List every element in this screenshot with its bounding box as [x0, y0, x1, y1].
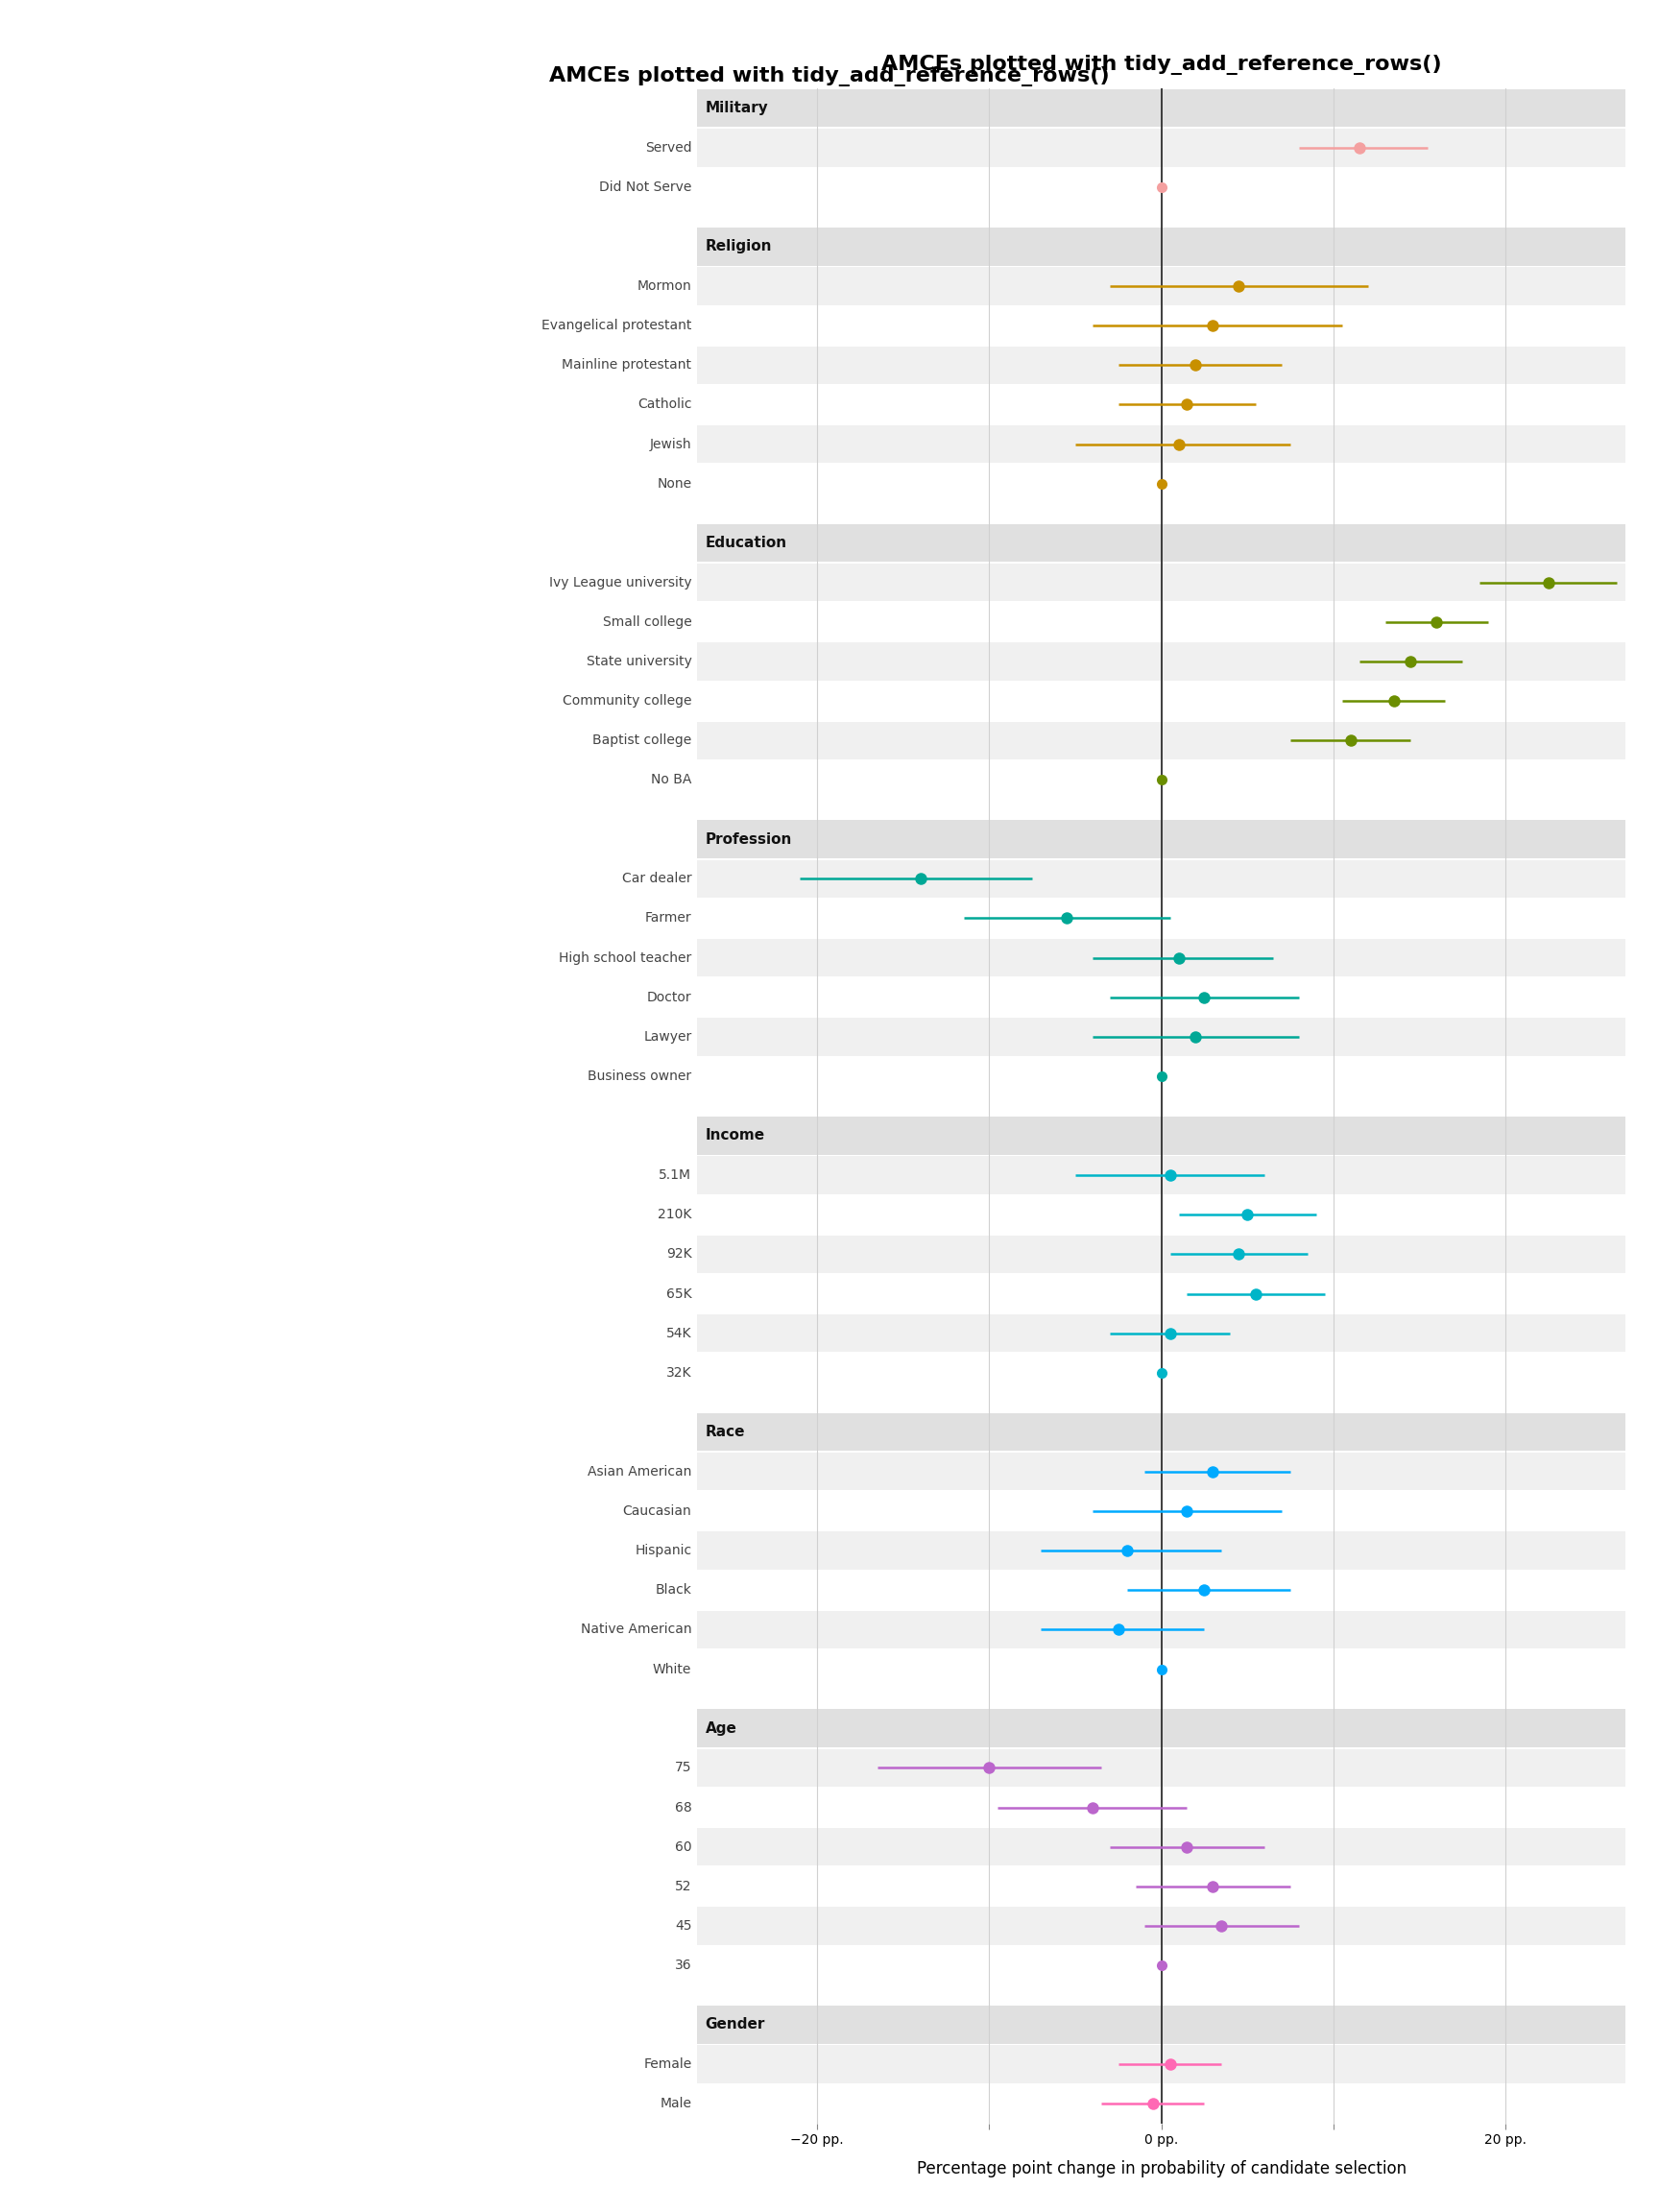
- Text: 75: 75: [675, 1761, 692, 1774]
- Bar: [697, 88, 1626, 128]
- Bar: [697, 307, 1626, 345]
- Bar: [697, 900, 1626, 938]
- Text: Ivy League university: Ivy League university: [549, 575, 692, 588]
- Text: Served: Served: [645, 142, 692, 155]
- Text: None: None: [657, 478, 692, 491]
- Bar: [697, 1354, 1626, 1391]
- Text: 92K: 92K: [665, 1248, 692, 1261]
- Bar: [697, 1827, 1626, 1867]
- Text: Military: Military: [705, 102, 768, 115]
- Bar: [697, 1531, 1626, 1571]
- Bar: [697, 168, 1626, 206]
- X-axis label: Percentage point change in probability of candidate selection: Percentage point change in probability o…: [916, 2161, 1407, 2177]
- Text: State university: State university: [586, 655, 692, 668]
- Text: Education: Education: [705, 535, 786, 551]
- Bar: [697, 345, 1626, 385]
- Text: 52: 52: [675, 1880, 692, 1893]
- Text: Black: Black: [655, 1584, 692, 1597]
- Bar: [697, 978, 1626, 1015]
- Bar: [697, 425, 1626, 462]
- Bar: [697, 1197, 1626, 1234]
- Text: Doctor: Doctor: [647, 991, 692, 1004]
- Bar: [697, 821, 1626, 858]
- Bar: [697, 2006, 1626, 2044]
- Text: Business owner: Business owner: [587, 1071, 692, 1084]
- Text: No BA: No BA: [650, 774, 692, 787]
- Text: Age: Age: [705, 1721, 737, 1736]
- Bar: [697, 1117, 1626, 1155]
- Text: 65K: 65K: [665, 1287, 692, 1301]
- Bar: [697, 1018, 1626, 1055]
- Text: 68: 68: [675, 1801, 692, 1814]
- Text: 32K: 32K: [667, 1367, 692, 1380]
- Text: AMCEs plotted with tidy_add_reference_rows(): AMCEs plotted with tidy_add_reference_ro…: [549, 66, 1110, 86]
- Text: 54K: 54K: [667, 1327, 692, 1340]
- Title: AMCEs plotted with tidy_add_reference_rows(): AMCEs plotted with tidy_add_reference_ro…: [881, 55, 1442, 75]
- Bar: [697, 465, 1626, 502]
- Bar: [697, 1867, 1626, 1905]
- Text: Income: Income: [705, 1128, 765, 1144]
- Bar: [697, 524, 1626, 562]
- Bar: [697, 228, 1626, 265]
- Bar: [697, 761, 1626, 799]
- Text: Community college: Community college: [562, 695, 692, 708]
- Text: Native American: Native American: [581, 1624, 692, 1637]
- Text: Gender: Gender: [705, 2017, 765, 2033]
- Text: Mainline protestant: Mainline protestant: [562, 358, 692, 372]
- Bar: [697, 1947, 1626, 1984]
- Bar: [697, 1413, 1626, 1451]
- Bar: [697, 721, 1626, 759]
- Bar: [697, 860, 1626, 898]
- Bar: [697, 1157, 1626, 1194]
- Text: Race: Race: [705, 1425, 745, 1440]
- Bar: [697, 1314, 1626, 1352]
- Bar: [697, 1571, 1626, 1608]
- Text: Male: Male: [660, 2097, 692, 2110]
- Text: High school teacher: High school teacher: [559, 951, 692, 964]
- Text: Evangelical protestant: Evangelical protestant: [541, 319, 692, 332]
- Text: 5.1M: 5.1M: [659, 1168, 692, 1181]
- Text: Baptist college: Baptist college: [592, 734, 692, 748]
- Bar: [697, 2046, 1626, 2084]
- Bar: [697, 604, 1626, 641]
- Bar: [697, 1750, 1626, 1787]
- Bar: [697, 128, 1626, 166]
- Bar: [697, 1274, 1626, 1312]
- Text: Catholic: Catholic: [637, 398, 692, 411]
- Bar: [697, 1907, 1626, 1944]
- Bar: [697, 641, 1626, 681]
- Bar: [697, 1234, 1626, 1274]
- Bar: [697, 2084, 1626, 2124]
- Text: 45: 45: [675, 1920, 692, 1933]
- Bar: [697, 1650, 1626, 1688]
- Bar: [697, 1493, 1626, 1531]
- Bar: [697, 1710, 1626, 1747]
- Text: 60: 60: [675, 1840, 692, 1854]
- Text: Female: Female: [644, 2057, 692, 2070]
- Bar: [697, 681, 1626, 719]
- Text: Hispanic: Hispanic: [635, 1544, 692, 1557]
- Bar: [697, 1790, 1626, 1827]
- Text: Religion: Religion: [705, 239, 771, 254]
- Bar: [697, 1610, 1626, 1648]
- Bar: [697, 564, 1626, 602]
- Text: 36: 36: [675, 1960, 692, 1973]
- Text: 210K: 210K: [657, 1208, 692, 1221]
- Bar: [697, 938, 1626, 978]
- Bar: [697, 1057, 1626, 1095]
- Text: Farmer: Farmer: [645, 911, 692, 925]
- Bar: [697, 385, 1626, 422]
- Text: Car dealer: Car dealer: [622, 872, 692, 885]
- Bar: [697, 1453, 1626, 1491]
- Text: Did Not Serve: Did Not Serve: [599, 181, 692, 195]
- Text: Lawyer: Lawyer: [644, 1031, 692, 1044]
- Text: Jewish: Jewish: [650, 438, 692, 451]
- Text: Mormon: Mormon: [637, 279, 692, 292]
- Text: Profession: Profession: [705, 832, 791, 847]
- Bar: [697, 268, 1626, 305]
- Text: Asian American: Asian American: [587, 1464, 692, 1478]
- Text: Small college: Small college: [602, 615, 692, 628]
- Text: White: White: [654, 1663, 692, 1677]
- Text: Caucasian: Caucasian: [622, 1504, 692, 1517]
